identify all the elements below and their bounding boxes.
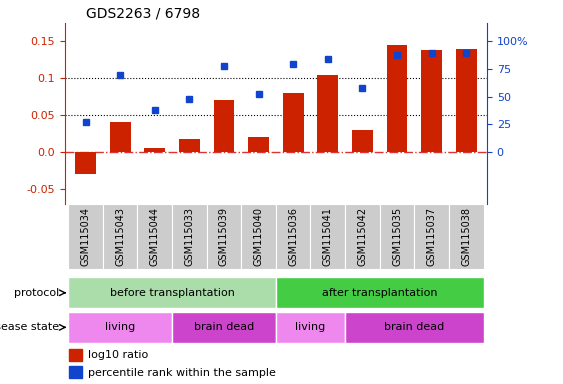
Bar: [379, 204, 414, 269]
Text: after transplantation: after transplantation: [322, 288, 437, 298]
Text: GSM115033: GSM115033: [184, 207, 194, 266]
Bar: [68, 312, 172, 343]
Text: disease state: disease state: [0, 322, 59, 333]
Bar: [310, 204, 345, 269]
Text: GSM115035: GSM115035: [392, 207, 402, 266]
Text: before transplantation: before transplantation: [110, 288, 234, 298]
Text: GSM115039: GSM115039: [219, 207, 229, 266]
Bar: [69, 366, 82, 379]
Bar: [449, 204, 484, 269]
Bar: [276, 312, 345, 343]
Bar: [345, 312, 484, 343]
Bar: [213, 100, 234, 152]
Bar: [144, 148, 165, 152]
Bar: [276, 277, 484, 308]
Bar: [248, 137, 269, 152]
Text: living: living: [105, 322, 135, 333]
Bar: [352, 130, 373, 152]
Text: GSM115041: GSM115041: [323, 207, 333, 266]
Bar: [137, 204, 172, 269]
Bar: [283, 93, 303, 152]
Bar: [75, 152, 96, 174]
Bar: [68, 277, 276, 308]
Bar: [387, 45, 408, 152]
Bar: [172, 312, 276, 343]
Bar: [421, 50, 442, 152]
Bar: [414, 204, 449, 269]
Text: GDS2263 / 6798: GDS2263 / 6798: [86, 7, 200, 20]
Bar: [345, 204, 379, 269]
Bar: [276, 204, 310, 269]
Text: GSM115034: GSM115034: [81, 207, 91, 266]
Bar: [242, 204, 276, 269]
Bar: [103, 204, 137, 269]
Text: GSM115044: GSM115044: [150, 207, 160, 266]
Text: brain dead: brain dead: [384, 322, 444, 333]
Text: GSM115036: GSM115036: [288, 207, 298, 266]
Text: GSM115037: GSM115037: [427, 207, 437, 266]
Text: GSM115043: GSM115043: [115, 207, 125, 266]
Text: GSM115042: GSM115042: [358, 207, 368, 266]
Bar: [110, 122, 131, 152]
Text: GSM115040: GSM115040: [253, 207, 263, 266]
Bar: [172, 204, 207, 269]
Text: GSM115038: GSM115038: [461, 207, 471, 266]
Text: log10 ratio: log10 ratio: [88, 350, 148, 360]
Bar: [68, 204, 103, 269]
Text: living: living: [296, 322, 325, 333]
Bar: [456, 49, 477, 152]
Bar: [207, 204, 242, 269]
Bar: [179, 139, 200, 152]
Text: protocol: protocol: [14, 288, 59, 298]
Bar: [69, 349, 82, 361]
Text: brain dead: brain dead: [194, 322, 254, 333]
Bar: [318, 74, 338, 152]
Text: percentile rank within the sample: percentile rank within the sample: [88, 367, 276, 377]
